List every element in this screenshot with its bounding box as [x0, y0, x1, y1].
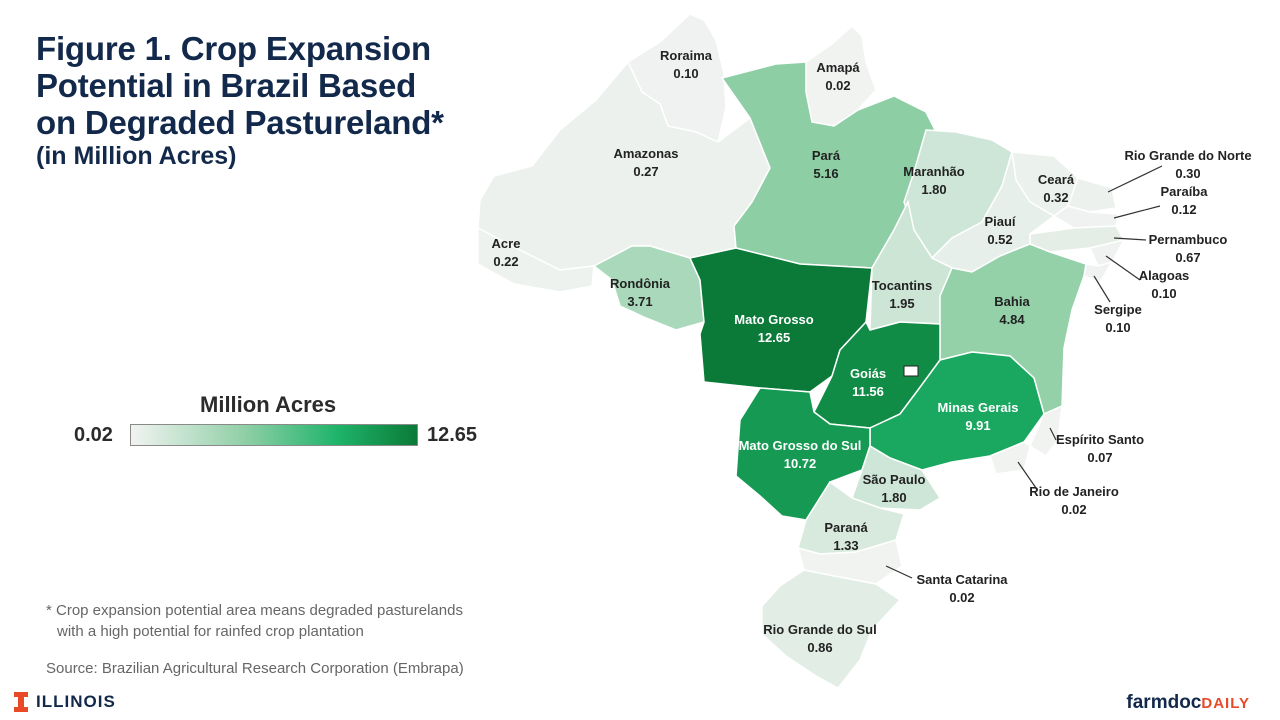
state-value-piaui: 0.52 [987, 232, 1012, 247]
legend-title: Million Acres [200, 392, 337, 417]
state-name-sergipe: Sergipe [1094, 302, 1142, 317]
state-name-roraima: Roraima [660, 48, 713, 63]
state-value-rondonia: 3.71 [627, 294, 652, 309]
state-value-parana: 1.33 [833, 538, 858, 553]
state-value-sergipe: 0.10 [1105, 320, 1130, 335]
state-name-amapa: Amapá [816, 60, 860, 75]
state-shape-rio-de-janeiro [989, 441, 1031, 475]
state-name-acre: Acre [492, 236, 521, 251]
state-name-tocantins: Tocantins [872, 278, 932, 293]
footnote-line-2: with a high potential for rainfed crop p… [57, 623, 364, 640]
footnote: * Crop expansion potential area means de… [46, 600, 463, 642]
state-shape-mato-grosso-do-sul [735, 387, 871, 521]
state-value-santa-catarina: 0.02 [949, 590, 974, 605]
state-shape-acre [477, 226, 595, 293]
leader-line-rio-grande-do-norte [1107, 165, 1163, 193]
state-value-goias: 11.56 [852, 384, 884, 399]
title-line-3: on Degraded Pastureland* [36, 104, 444, 141]
state-name-espirito-santo: Espírito Santo [1056, 432, 1144, 447]
illinois-block-i-icon [14, 692, 28, 712]
state-shape-espirito-santo [1029, 404, 1063, 458]
figure-subtitle: (in Million Acres) [36, 142, 237, 170]
state-name-parana: Paraná [824, 520, 868, 535]
state-value-bahia: 4.84 [999, 312, 1025, 327]
farmdoc-daily-logo: farmdocDAILY [1126, 692, 1250, 714]
state-shapes [477, 13, 1126, 689]
state-name-goias: Goiás [850, 366, 886, 381]
state-name-rio-grande-do-sul: Rio Grande do Sul [763, 622, 876, 637]
state-value-acre: 0.22 [493, 254, 518, 269]
legend-max-value: 12.65 [427, 424, 478, 446]
state-shape-minas-gerais [869, 351, 1045, 471]
state-name-ceara: Ceará [1038, 172, 1075, 187]
title-line-1: Figure 1. Crop Expansion [36, 30, 431, 67]
state-name-rondonia: Rondônia [610, 276, 671, 291]
legend-min-value: 0.02 [74, 424, 113, 446]
state-name-rio-grande-do-norte: Rio Grande do Norte [1124, 148, 1251, 163]
state-value-para: 5.16 [813, 166, 838, 181]
state-name-mato-grosso-do-sul: Mato Grosso do Sul [739, 438, 862, 453]
leader-line-pernambuco [1113, 237, 1147, 241]
state-value-pernambuco: 0.67 [1175, 250, 1200, 265]
federal-district-shape [903, 365, 919, 377]
state-shape-rio-grande-do-sul [761, 569, 902, 689]
state-name-minas-gerais: Minas Gerais [938, 400, 1019, 415]
footnote-line-1: * Crop expansion potential area means de… [46, 602, 463, 619]
source-note: Source: Brazilian Agricultural Research … [46, 660, 464, 677]
state-value-mato-grosso-do-sul: 10.72 [784, 456, 817, 471]
state-name-sao-paulo: São Paulo [863, 472, 926, 487]
state-value-tocantins: 1.95 [889, 296, 914, 311]
state-value-rio-grande-do-sul: 0.86 [807, 640, 832, 655]
state-shape-rio-grande-do-norte [1067, 177, 1117, 213]
figure-title: Figure 1. Crop Expansion Potential in Br… [36, 30, 444, 172]
state-value-amazonas: 0.27 [633, 164, 658, 179]
illinois-wordmark: ILLINOIS [36, 692, 116, 711]
state-shape-mato-grosso [688, 247, 873, 393]
state-name-paraiba: Paraíba [1161, 184, 1209, 199]
state-name-rio-de-janeiro: Rio de Janeiro [1029, 484, 1119, 499]
state-name-para: Pará [812, 148, 841, 163]
leader-line-alagoas [1105, 255, 1141, 281]
state-value-ceara: 0.32 [1043, 190, 1068, 205]
state-shape-amazonas [477, 60, 771, 271]
state-name-mato-grosso: Mato Grosso [734, 312, 814, 327]
leader-line-espirito-santo [1049, 427, 1057, 441]
state-value-sao-paulo: 1.80 [881, 490, 906, 505]
state-value-minas-gerais: 9.91 [965, 418, 990, 433]
state-value-maranhao: 1.80 [921, 182, 946, 197]
state-value-alagoas: 0.10 [1151, 286, 1176, 301]
state-value-amapa: 0.02 [825, 78, 850, 93]
state-name-santa-catarina: Santa Catarina [916, 572, 1008, 587]
state-value-rio-de-janeiro: 0.02 [1061, 502, 1086, 517]
state-value-paraiba: 0.12 [1171, 202, 1196, 217]
state-name-amazonas: Amazonas [613, 146, 678, 161]
farmdoc-wordmark: farmdoc [1126, 692, 1202, 713]
state-name-pernambuco: Pernambuco [1149, 232, 1228, 247]
legend-color-scale [130, 424, 418, 446]
leader-line-sergipe [1093, 275, 1111, 303]
leader-lines [885, 165, 1163, 579]
leader-line-paraiba [1113, 205, 1161, 219]
state-name-alagoas: Alagoas [1139, 268, 1190, 283]
leader-line-rio-de-janeiro [1017, 461, 1037, 489]
state-value-roraima: 0.10 [673, 66, 698, 81]
state-labels: Roraima 0.10 Amapá 0.02 Amazonas 0.27 Pará 5.16… [492, 48, 1252, 655]
state-name-bahia: Bahia [994, 294, 1030, 309]
state-value-espirito-santo: 0.07 [1087, 450, 1112, 465]
state-name-maranhao: Maranhão [903, 164, 964, 179]
leader-line-santa-catarina [885, 565, 913, 579]
farmdoc-daily-suffix: DAILY [1201, 695, 1250, 712]
state-value-mato-grosso: 12.65 [758, 330, 791, 345]
state-name-piaui: Piauí [984, 214, 1015, 229]
title-line-2: Potential in Brazil Based [36, 67, 417, 104]
state-value-rio-grande-do-norte: 0.30 [1175, 166, 1200, 181]
illinois-logo: ILLINOIS [14, 692, 116, 712]
